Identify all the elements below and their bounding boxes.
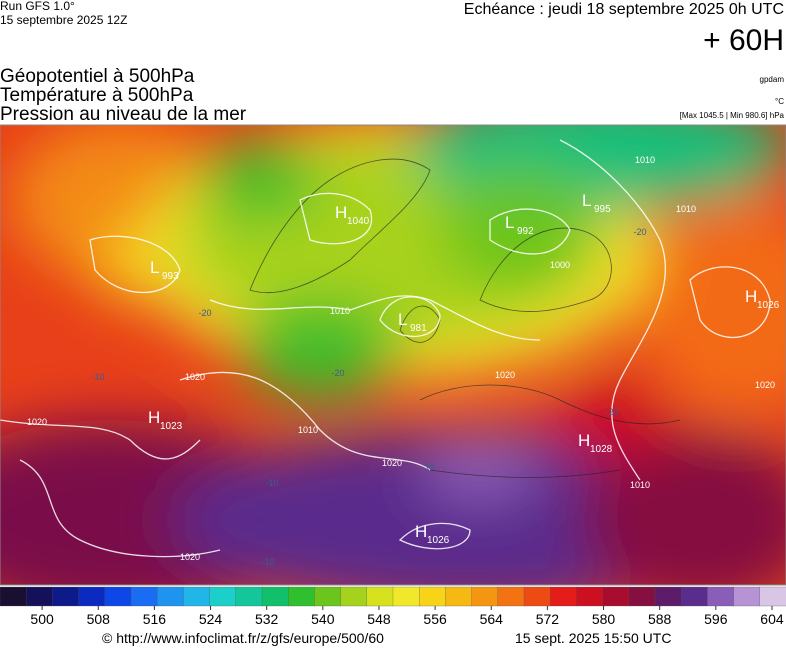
- pressure-center-letter: H: [745, 287, 757, 306]
- colorbar-tick-label: 564: [480, 611, 504, 627]
- unit: [Max 1045.5 | Min 980.6] hPa: [680, 111, 785, 120]
- colorbar-tick-label: 532: [255, 611, 279, 627]
- title: Température à 500hPa: [0, 85, 194, 106]
- colorbar-tick-label: 588: [648, 611, 672, 627]
- colorbar-tick-label: 596: [704, 611, 728, 627]
- colorbar-swatch: [707, 586, 735, 607]
- colorbar-tick-label: 572: [536, 611, 560, 627]
- isobar-label: 1010: [630, 480, 650, 490]
- title: Géopotentiel à 500hPa: [0, 66, 195, 87]
- pressure-center-letter: L: [582, 191, 591, 210]
- pressure-center-value: 1023: [160, 421, 183, 432]
- colorbar-swatch: [550, 586, 578, 607]
- pressure-center-letter: L: [150, 258, 159, 277]
- colorbar-swatch: [52, 586, 80, 607]
- colorbar-swatch: [209, 586, 237, 607]
- colorbar-tick-label: 548: [367, 611, 391, 627]
- colorbar-swatch: [261, 586, 289, 607]
- colorbar-swatch: [681, 586, 709, 607]
- colorbar-swatch: [235, 586, 263, 607]
- colorbar-tick-label: 516: [143, 611, 167, 627]
- colorbar-swatch: [340, 586, 368, 607]
- pressure-center-letter: H: [415, 522, 427, 541]
- colorbar-swatch: [366, 586, 394, 607]
- temperature-label: -10: [421, 462, 434, 472]
- generated-time: 15 sept. 2025 15:50 UTC: [515, 630, 671, 646]
- colorbar-swatch: [157, 586, 185, 607]
- isobar-label: 1020: [382, 458, 402, 468]
- temperature-label: -10: [91, 372, 104, 382]
- isobar-label: 1010: [298, 425, 318, 435]
- pressure-center-value: 993: [162, 271, 179, 282]
- temperature-label: -20: [331, 368, 344, 378]
- colorbar-swatch: [183, 586, 211, 607]
- isobar-label: 1020: [180, 552, 200, 562]
- map: [0, 125, 786, 585]
- colorbar-swatch: [130, 586, 158, 607]
- pressure-center-value: 1026: [427, 535, 450, 546]
- colorbar-swatch: [78, 586, 106, 607]
- colorbar-swatch: [445, 586, 473, 607]
- colorbar-tick-label: 540: [311, 611, 335, 627]
- pressure-center-letter: H: [335, 203, 347, 222]
- pressure-center-letter: H: [578, 431, 590, 450]
- title: Pression au niveau de la mer: [0, 104, 247, 125]
- pressure-center-value: 981: [410, 323, 427, 334]
- colorbar-swatch: [654, 586, 682, 607]
- isobar-label: 1010: [635, 155, 655, 165]
- unit: °C: [775, 97, 784, 106]
- colorbar-tick-label: 556: [423, 611, 447, 627]
- temperature-label: -10: [265, 478, 278, 488]
- colorbar-swatch: [523, 586, 551, 607]
- colorbar: 500 508 516 524 532 540 548 556 564 572 580 588 596 6…: [0, 586, 786, 627]
- colorbar-swatch: [419, 586, 447, 607]
- pressure-center-value: 992: [517, 226, 534, 237]
- isobar-label: 1020: [755, 380, 775, 390]
- colorbar-swatch: [26, 586, 54, 607]
- temperature-label: -20: [633, 227, 646, 237]
- pressure-center-letter: L: [398, 310, 407, 329]
- colorbar-tick-label: 580: [592, 611, 616, 627]
- isobar-label: 1020: [185, 372, 205, 382]
- colorbar-tick-label: 508: [87, 611, 111, 627]
- colorbar-swatch: [288, 586, 316, 607]
- colorbar-swatch: [628, 586, 656, 607]
- pressure-center-value: 1026: [757, 300, 780, 311]
- isobar-label: 1020: [495, 370, 515, 380]
- temperature-label: -10: [261, 557, 274, 567]
- isobar-label: 1010: [676, 204, 696, 214]
- colorbar-swatch: [392, 586, 420, 607]
- pressure-center-letter: L: [505, 213, 514, 232]
- colorbar-swatch: [733, 586, 761, 607]
- colorbar-swatch: [497, 586, 525, 607]
- colorbar-swatch: [314, 586, 342, 607]
- colorbar-tick-label: 500: [30, 611, 54, 627]
- isobar-label: 1020: [27, 417, 47, 427]
- valid-time: Echéance : jeudi 18 septembre 2025 0h UT…: [464, 1, 784, 18]
- colorbar-swatch: [104, 586, 132, 607]
- colorbar-swatch: [602, 586, 630, 607]
- colorbar-swatch: [0, 586, 27, 607]
- pressure-center-value: 1040: [347, 216, 370, 227]
- colorbar-swatch: [576, 586, 604, 607]
- pressure-center-value: 995: [594, 204, 611, 215]
- colorbar-swatch: [759, 586, 786, 607]
- temperature-label: -20: [605, 407, 618, 417]
- colorbar-tick-label: 524: [199, 611, 223, 627]
- lead-time: + 60H: [703, 24, 784, 57]
- colorbar-tick-label: 604: [760, 611, 784, 627]
- isobar-label: 1000: [550, 260, 570, 270]
- isobar-label: 1010: [330, 306, 350, 316]
- run-label: Run GFS 1.0°: [0, 0, 75, 13]
- run-date: 15 septembre 2025 12Z: [0, 13, 127, 27]
- temperature-label: -20: [198, 308, 211, 318]
- pressure-center-value: 1028: [590, 444, 613, 455]
- unit: gpdam: [760, 75, 785, 84]
- colorbar-swatch: [471, 586, 499, 607]
- source-url: © http://www.infoclimat.fr/z/gfs/europe/…: [102, 630, 384, 646]
- pressure-center-letter: H: [148, 408, 160, 427]
